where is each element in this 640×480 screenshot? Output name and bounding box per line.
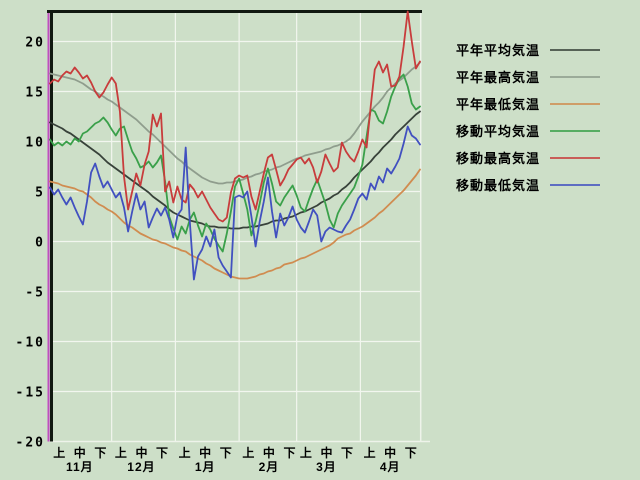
y-tick-label: 0	[35, 236, 45, 251]
legend-label: 移動平均気温	[456, 124, 541, 139]
month-label: 1月	[195, 460, 216, 474]
legend-item: 平年最高気温	[456, 63, 600, 90]
legend-swatch-line	[550, 48, 600, 51]
x-tick-label: 下	[156, 446, 168, 460]
x-tick-label: 上	[300, 445, 312, 460]
x-tick-label: 中	[199, 445, 211, 460]
x-tick-label: 上	[179, 445, 191, 460]
legend-swatch-line	[550, 156, 600, 159]
legend-swatch-line	[550, 129, 600, 132]
legend: 平年平均気温 平年最高気温 平年最低気温 移動平均気温 移動最高気温 移動最低気温	[456, 36, 600, 198]
x-tick-label: 下	[94, 446, 106, 460]
legend-label: 平年平均気温	[456, 43, 541, 58]
x-tick-label: 中	[384, 445, 396, 460]
x-tick-label: 上	[364, 445, 376, 460]
legend-swatch-line	[550, 75, 600, 78]
legend-item: 移動最低気温	[456, 171, 600, 198]
x-tick-label: 上	[53, 445, 65, 460]
y-tick-label: -5	[25, 286, 45, 301]
x-tick-label: 中	[74, 445, 86, 460]
y-tick-label: 10	[25, 136, 45, 151]
legend-item: 平年最低気温	[456, 90, 600, 117]
x-tick-label: 下	[220, 446, 232, 460]
y-tick-label: -10	[16, 336, 45, 351]
series-line-heinen_min	[49, 168, 421, 280]
y-tick-label: 5	[35, 186, 45, 201]
series-line-ido_avg	[49, 73, 421, 253]
legend-label: 移動最高気温	[456, 151, 541, 166]
legend-label: 平年最高気温	[456, 70, 541, 85]
legend-item: 移動最高気温	[456, 144, 600, 171]
month-label: 4月	[380, 460, 401, 474]
x-tick-label: 下	[405, 446, 417, 460]
x-tick-label: 下	[283, 446, 295, 460]
y-tick-label: 15	[25, 86, 45, 101]
series-line-ido_min	[49, 125, 421, 281]
series-line-heinen_avg	[49, 110, 421, 230]
y-tick-label: -15	[16, 386, 45, 401]
legend-swatch-line	[550, 102, 600, 105]
x-tick-label: 中	[135, 445, 147, 460]
legend-item: 移動平均気温	[456, 117, 600, 144]
x-tick-label: 上	[115, 445, 127, 460]
month-label: 2月	[259, 460, 280, 474]
month-label: 12月	[127, 460, 155, 474]
x-tick-label: 下	[341, 446, 353, 460]
y-tick-label: 20	[25, 36, 45, 51]
legend-swatch-line	[550, 183, 600, 186]
x-tick-label: 中	[263, 445, 275, 460]
series-line-ido_max	[49, 10, 421, 223]
month-label: 3月	[316, 460, 337, 474]
y-tick-label: -20	[16, 436, 45, 451]
month-label: 11月	[66, 460, 94, 474]
legend-item: 平年平均気温	[456, 36, 600, 63]
legend-label: 平年最低気温	[456, 97, 541, 112]
x-tick-label: 上	[242, 445, 254, 460]
x-tick-label: 中	[320, 445, 332, 460]
legend-label: 移動最低気温	[456, 178, 541, 193]
